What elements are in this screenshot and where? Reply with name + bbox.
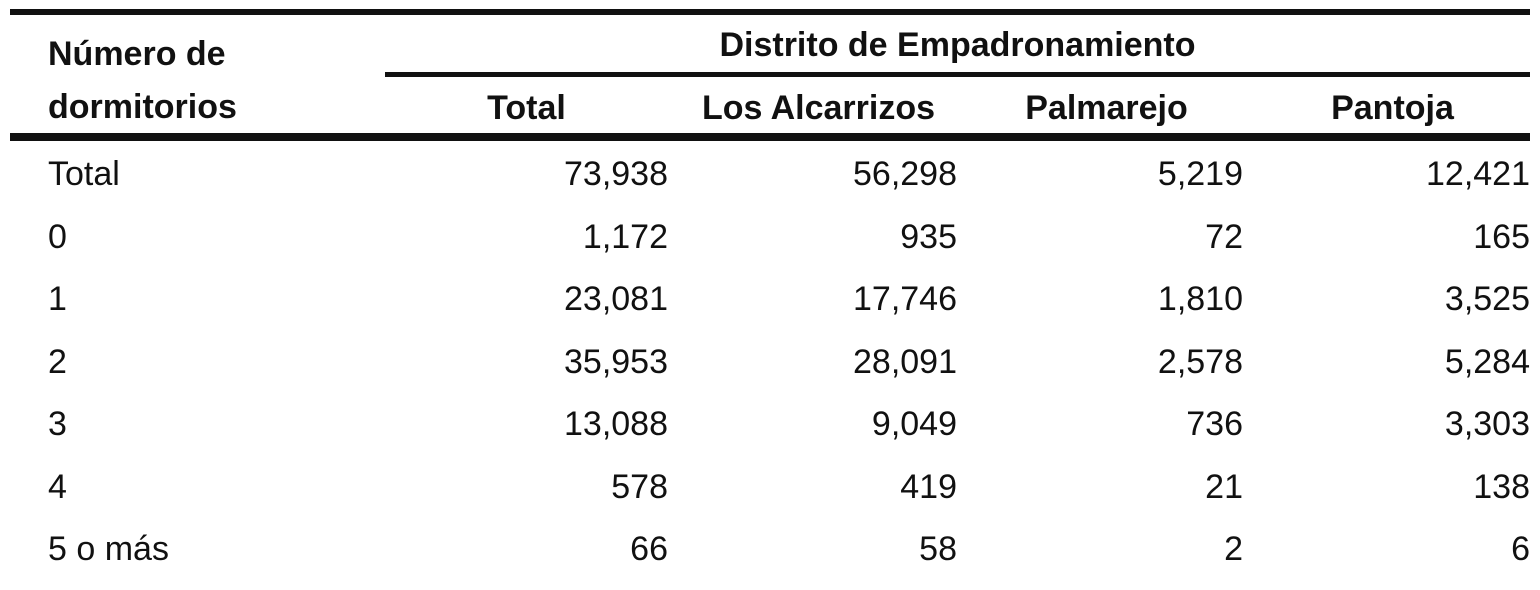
- header-rule: [10, 133, 1530, 141]
- row-label: 5 o más: [48, 530, 169, 568]
- cell-value: 5,284: [1444, 342, 1530, 381]
- row-label: 1: [48, 280, 67, 318]
- cell-value: 66: [630, 530, 668, 568]
- cell-value: 13,088: [564, 405, 668, 443]
- cell-value: 1,810: [1157, 280, 1243, 318]
- top-rule: [10, 9, 1530, 15]
- column-header: Palmarejo: [1025, 89, 1188, 127]
- column-header: Total: [487, 89, 566, 127]
- cell-value: 578: [611, 467, 668, 506]
- row-label: 4: [48, 467, 67, 506]
- cell-value: 58: [919, 530, 957, 568]
- cell-value: 1,172: [582, 217, 668, 256]
- cell-value: 35,953: [564, 342, 668, 381]
- cell-value: 138: [1473, 467, 1530, 506]
- cell-value: 6: [1511, 530, 1530, 568]
- row-header: Número de dormitorios: [48, 35, 237, 126]
- row-label: 3: [48, 405, 67, 443]
- row-label: 2: [48, 342, 67, 381]
- column-header: Los Alcarrizos: [701, 89, 936, 127]
- cell-value: 736: [1186, 405, 1243, 443]
- cell-value: 3,303: [1444, 405, 1530, 443]
- cell-value: 28,091: [853, 342, 957, 381]
- cell-value: 5,219: [1157, 155, 1243, 193]
- row-label: Total: [48, 155, 120, 193]
- cell-value: 12,421: [1426, 155, 1530, 193]
- cell-value: 17,746: [853, 280, 957, 318]
- cell-value: 935: [900, 217, 957, 256]
- cell-value: 2,578: [1157, 342, 1243, 381]
- cell-value: 419: [900, 467, 957, 506]
- cell-value: 165: [1473, 217, 1530, 256]
- row-label: 0: [48, 217, 67, 256]
- cell-value: 72: [1205, 217, 1243, 256]
- column-header: Pantoja: [1331, 89, 1454, 127]
- cell-value: 56,298: [853, 155, 957, 193]
- group-header: Distrito de Empadronamiento: [719, 26, 1196, 64]
- group-rule: [385, 72, 1530, 77]
- cell-value: 3,525: [1444, 280, 1530, 318]
- cell-value: 73,938: [564, 155, 668, 193]
- cell-value: 23,081: [564, 280, 668, 318]
- cell-value: 2: [1224, 530, 1243, 568]
- cell-value: 21: [1205, 467, 1243, 506]
- cell-value: 9,049: [871, 405, 957, 443]
